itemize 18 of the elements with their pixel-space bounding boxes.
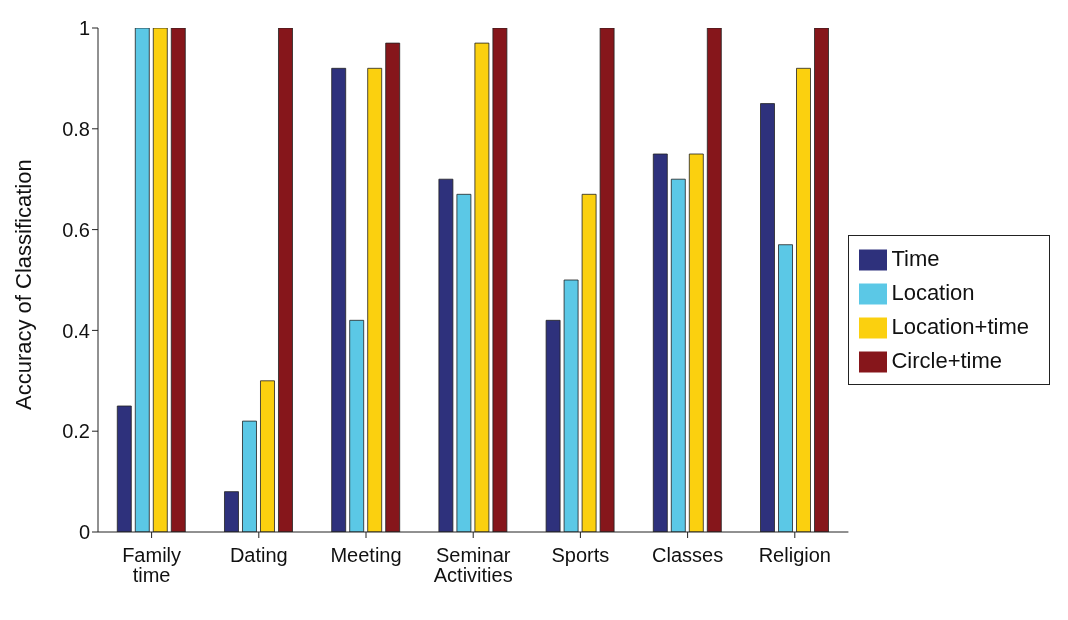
y-axis-title: Accuracy of Classification [10, 159, 36, 410]
x-tick-label: Classes [652, 544, 724, 566]
y-tick-label: 0.6 [62, 218, 90, 241]
y-tick-label: 0.2 [62, 420, 90, 443]
y-tick-label: 0.8 [62, 117, 90, 140]
x-tick-label: Family time [122, 544, 182, 586]
legend-label: Location+time [891, 314, 1029, 339]
x-tick-label: Sports [551, 544, 610, 566]
x-tick-label: Dating [229, 544, 288, 566]
legend-label: Location [891, 280, 975, 305]
x-tick-label: Meeting [330, 544, 402, 566]
y-tick-label: 1 [78, 17, 90, 40]
y-tick-label: 0.4 [62, 319, 90, 342]
x-tick-label: Religion [758, 544, 831, 566]
x-tick-label: Seminar Activities [433, 544, 513, 586]
legend-label: Time [891, 246, 940, 271]
legend-label: Circle+time [891, 348, 1003, 373]
y-tick-label: 0 [78, 521, 90, 544]
